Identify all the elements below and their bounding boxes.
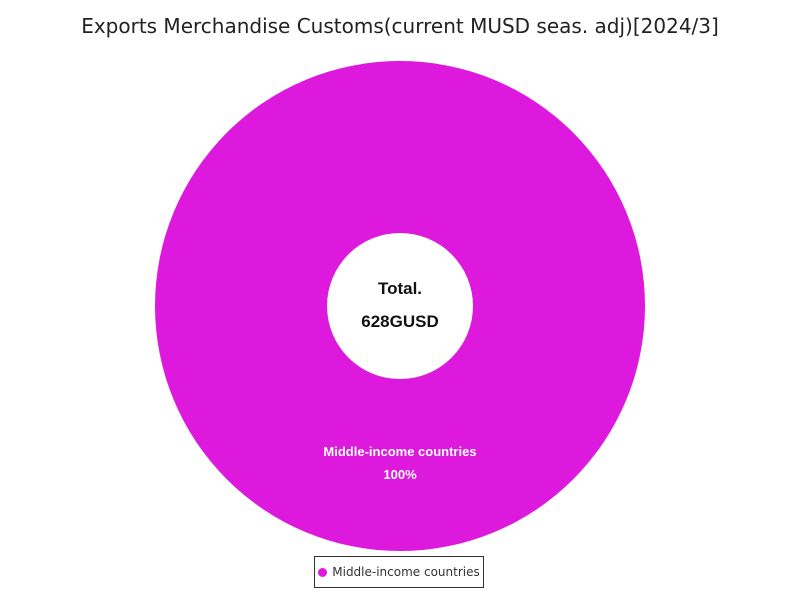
center-total-value: 628GUSD — [361, 312, 438, 331]
slice-percent-label: 100% — [383, 467, 417, 482]
legend-swatch — [318, 567, 328, 577]
legend: Middle-income countries — [314, 556, 484, 588]
legend-item-label[interactable]: Middle-income countries — [332, 565, 480, 579]
slice-name-label: Middle-income countries — [323, 444, 476, 459]
slice-labels-group: Middle-income countries 100% — [323, 444, 476, 482]
donut-hole — [327, 233, 473, 379]
chart-title: Exports Merchandise Customs(current MUSD… — [81, 14, 719, 38]
center-total-label: Total. — [378, 279, 422, 298]
